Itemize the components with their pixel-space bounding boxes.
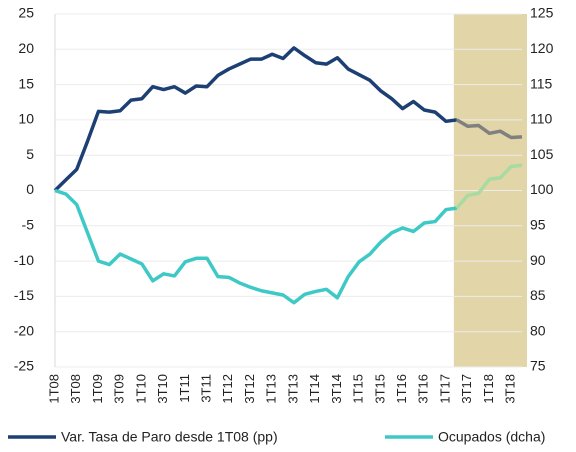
y-tick-label: -25 bbox=[14, 358, 34, 374]
forecast-line bbox=[455, 163, 523, 210]
x-tick-label: 3T11 bbox=[198, 374, 213, 403]
x-tick-label: 1T17 bbox=[437, 374, 452, 404]
y-tick-label: -20 bbox=[14, 322, 34, 338]
x-tick-label: 1T12 bbox=[220, 374, 235, 404]
x-tick-label: 3T08 bbox=[68, 374, 83, 404]
x-tick-label: 3T18 bbox=[503, 374, 518, 404]
x-tick-label: 1T16 bbox=[394, 374, 409, 404]
y-tick-label: 20 bbox=[18, 40, 34, 56]
x-tick-label: 3T13 bbox=[285, 374, 300, 404]
legend-label: Ocupados (dcha) bbox=[438, 429, 545, 445]
y2-tick-label: 115 bbox=[530, 75, 553, 91]
x-tick-label: 1T10 bbox=[133, 374, 148, 404]
y2-tick-label: 90 bbox=[530, 252, 546, 268]
y-tick-label: 15 bbox=[18, 75, 34, 91]
x-tick-label: 3T17 bbox=[459, 374, 474, 404]
y2-tick-label: 105 bbox=[530, 146, 554, 162]
x-tick-label: 3T15 bbox=[372, 374, 387, 404]
x-tick-label: 1T18 bbox=[481, 374, 496, 404]
y-tick-label: -15 bbox=[14, 287, 34, 303]
x-tick-label: 3T16 bbox=[416, 374, 431, 404]
y2-tick-label: 95 bbox=[530, 217, 546, 233]
y-tick-label: -10 bbox=[14, 252, 34, 268]
legend-label: Var. Tasa de Paro desde 1T08 (pp) bbox=[61, 429, 278, 445]
x-tick-label: 1T13 bbox=[264, 374, 279, 404]
y-tick-label: -5 bbox=[22, 217, 35, 233]
y2-tick-label: 100 bbox=[530, 181, 554, 197]
x-tick-label: 1T08 bbox=[46, 374, 61, 404]
series-line bbox=[53, 46, 458, 192]
x-tick-label: 1T15 bbox=[351, 374, 366, 404]
x-tick-label: 1T09 bbox=[90, 374, 105, 404]
y2-tick-label: 120 bbox=[530, 40, 554, 56]
series-line bbox=[54, 188, 458, 305]
y-tick-label: 5 bbox=[26, 146, 34, 162]
x-tick-label: 3T12 bbox=[242, 374, 257, 404]
y2-tick-label: 125 bbox=[530, 5, 554, 21]
x-tick-label: 3T14 bbox=[329, 374, 344, 404]
y-tick-label: 10 bbox=[18, 111, 34, 127]
y-tick-label: 25 bbox=[18, 5, 34, 21]
x-tick-label: 1T11 bbox=[177, 374, 192, 403]
x-tick-label: 1T14 bbox=[307, 374, 322, 404]
y2-tick-label: 75 bbox=[530, 358, 546, 374]
y2-tick-label: 80 bbox=[530, 322, 546, 338]
y-tick-label: 0 bbox=[26, 181, 34, 197]
x-tick-label: 3T10 bbox=[155, 374, 170, 404]
y2-tick-label: 85 bbox=[530, 287, 546, 303]
x-tick-label: 3T09 bbox=[112, 374, 127, 404]
y2-tick-label: 110 bbox=[530, 111, 553, 127]
forecast-line bbox=[455, 118, 523, 140]
